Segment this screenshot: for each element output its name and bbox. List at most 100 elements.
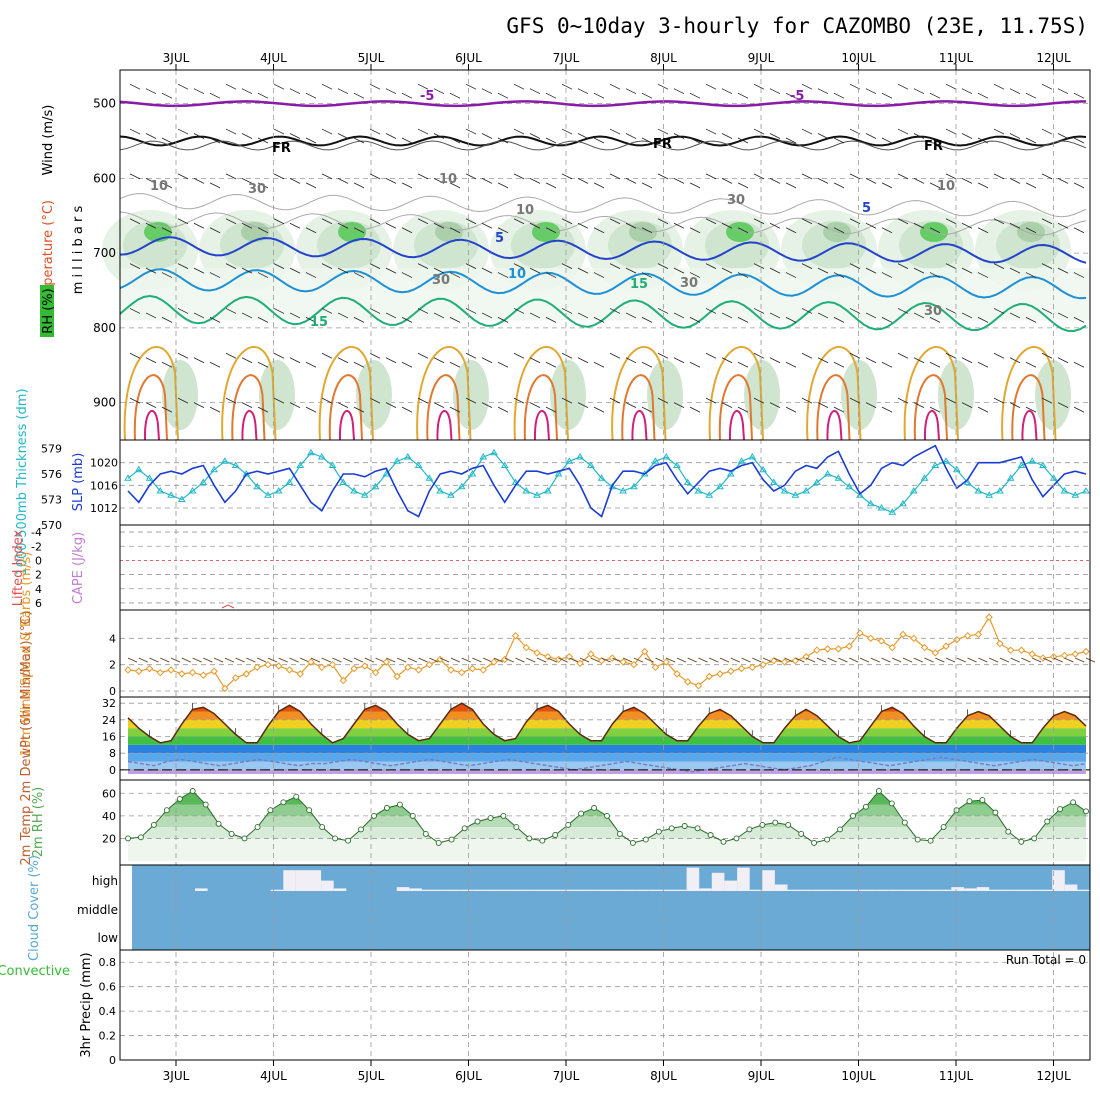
date-label-top: 5JUL [358, 51, 385, 65]
wind-barb-10m [622, 657, 633, 663]
wind-barb [481, 357, 493, 364]
wind-speed-point [156, 668, 164, 677]
wind-barb [129, 397, 141, 404]
wind-barb [993, 308, 1005, 314]
cloud-clear-bar [711, 872, 725, 891]
precip-legend: Total / Rain Convective [0, 964, 70, 979]
li-tick-label: -2 [31, 540, 42, 553]
wind-speed-point [350, 664, 358, 673]
wind-speed-point [619, 658, 627, 666]
wind-barb [497, 272, 509, 278]
wind-barb [593, 317, 605, 323]
cloud-clear-bar [295, 870, 309, 891]
thickness-point [188, 487, 197, 494]
wind-barb-10m [827, 657, 837, 663]
cloud-clear-bar [1052, 870, 1065, 891]
rh-point [953, 807, 960, 814]
wind-barb [801, 397, 813, 404]
wind-barb-10m [655, 657, 665, 663]
wind-barb-10m [870, 657, 880, 663]
rh-point [1083, 808, 1089, 815]
wind-speed-point [371, 668, 380, 677]
cloud-layer-label: low [98, 931, 119, 945]
wind-barb [641, 317, 653, 323]
wind-barb [305, 182, 317, 189]
cloud-clear-bar [963, 888, 977, 891]
wind-barb [977, 227, 989, 234]
rh-point [629, 839, 636, 846]
thickness-point [759, 465, 767, 473]
wind-barb [241, 267, 253, 274]
rh-point [163, 807, 170, 814]
cloud-clear-bar [510, 889, 523, 891]
rh-point [901, 819, 908, 826]
wind-barb [449, 227, 461, 234]
wind-barb [657, 128, 669, 135]
contour-label: 15 [310, 315, 328, 330]
rh-point [694, 825, 701, 832]
thickness-point [726, 470, 735, 477]
rh-axis-title: RH (%) [41, 288, 56, 333]
wind-barb [913, 357, 925, 364]
wind-speed-point [780, 658, 789, 666]
wind-barb-10m [235, 657, 245, 663]
wind-barb-10m [762, 657, 773, 663]
wind-speed-line [127, 615, 1087, 690]
wind-barb [849, 352, 861, 359]
wind-barb [209, 137, 221, 144]
wind-barb [1057, 88, 1069, 95]
rh-shading-low [647, 360, 683, 430]
wind-barb [481, 178, 493, 184]
wind-barb [961, 88, 973, 95]
wind-barb [497, 361, 509, 368]
thickness-point [360, 491, 369, 498]
wind-barb [913, 88, 925, 95]
wind-barb [209, 406, 221, 413]
wind-barb [513, 173, 525, 180]
wind-barb [353, 317, 365, 323]
wind-speed-point [307, 658, 315, 666]
rh-point [474, 818, 481, 825]
rh-point [811, 839, 818, 846]
thickness-point [296, 461, 305, 468]
wind-barb-10m [666, 657, 676, 663]
wind-barb [673, 267, 685, 274]
cloud-clear-bar [825, 889, 838, 891]
wind-barb [593, 406, 605, 413]
rh-point [202, 801, 209, 808]
wind-barb [833, 317, 845, 323]
wind-barb [833, 361, 845, 368]
wind-barb [161, 227, 173, 234]
freezing-level [119, 135, 1087, 147]
wind-barb [561, 218, 573, 225]
wind-axis-title: Wind (m/s) [41, 105, 56, 176]
thickness-point [447, 491, 455, 498]
wind-barb [641, 272, 653, 278]
wind-barb [577, 357, 589, 364]
wind-barb [753, 83, 765, 90]
rh-point [668, 825, 675, 832]
wind-barb-10m [300, 657, 310, 663]
wind-barb [273, 263, 285, 269]
wind-speed-point [716, 670, 724, 678]
wind-barb [513, 352, 525, 359]
thickness-point [630, 482, 638, 490]
rh-tick-label: 20 [102, 832, 116, 845]
wind-barb [689, 361, 701, 368]
wind-barb [145, 222, 157, 229]
rh-point [137, 834, 144, 841]
cloud-clear-bar [1064, 884, 1078, 891]
wind-barb [273, 352, 285, 359]
wind-barb [337, 312, 349, 319]
wind-barb [865, 312, 877, 319]
date-label-top: 8JUL [650, 51, 677, 65]
thickness-point [543, 487, 552, 494]
wind-barb [993, 173, 1005, 180]
wind-barb [785, 137, 797, 144]
wind-barb [769, 402, 781, 408]
wind-barb [465, 352, 477, 359]
wind-barb [177, 263, 189, 269]
thickness-point [1049, 474, 1058, 481]
wind-barb [129, 83, 141, 90]
wind-barb [849, 397, 861, 404]
